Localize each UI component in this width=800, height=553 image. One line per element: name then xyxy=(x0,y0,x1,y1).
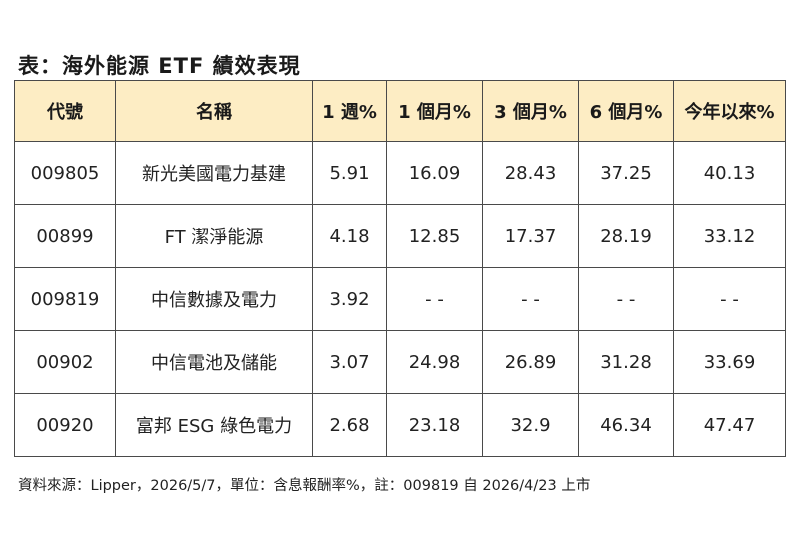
cell-name: FT 潔淨能源 xyxy=(115,204,313,268)
cell-3-month: 32.9 xyxy=(482,393,579,457)
table-title: 表：海外能源 ETF 績效表現 xyxy=(18,54,301,78)
table-row: 00899 FT 潔淨能源 4.18 12.85 17.37 28.19 33.… xyxy=(14,204,786,268)
cell-1-week: 3.07 xyxy=(312,330,387,394)
header-3-month: 3 個月% xyxy=(482,80,579,142)
cell-1-month: - - xyxy=(386,267,483,331)
cell-ytd: - - xyxy=(673,267,786,331)
cell-ytd: 33.12 xyxy=(673,204,786,268)
cell-6-month: 31.28 xyxy=(578,330,674,394)
cell-1-week: 4.18 xyxy=(312,204,387,268)
cell-ytd: 47.47 xyxy=(673,393,786,457)
cell-6-month: 46.34 xyxy=(578,393,674,457)
cell-1-week: 5.91 xyxy=(312,141,387,205)
cell-3-month: - - xyxy=(482,267,579,331)
table-row: 009819 中信數據及電力 3.92 - - - - - - - - xyxy=(14,267,786,331)
header-row: 代號 名稱 1 週% 1 個月% 3 個月% 6 個月% 今年以來% xyxy=(14,80,786,142)
table-row: 00920 富邦 ESG 綠色電力 2.68 23.18 32.9 46.34 … xyxy=(14,393,786,457)
cell-6-month: 37.25 xyxy=(578,141,674,205)
table-row: 00902 中信電池及儲能 3.07 24.98 26.89 31.28 33.… xyxy=(14,330,786,394)
cell-3-month: 26.89 xyxy=(482,330,579,394)
header-ytd: 今年以來% xyxy=(673,80,786,142)
header-6-month: 6 個月% xyxy=(578,80,674,142)
cell-1-month: 12.85 xyxy=(386,204,483,268)
cell-code: 00902 xyxy=(14,330,116,394)
header-1-week: 1 週% xyxy=(312,80,387,142)
cell-ytd: 40.13 xyxy=(673,141,786,205)
cell-1-month: 23.18 xyxy=(386,393,483,457)
cell-1-month: 24.98 xyxy=(386,330,483,394)
cell-name: 中信數據及電力 xyxy=(115,267,313,331)
cell-name: 新光美國電力基建 xyxy=(115,141,313,205)
cell-code: 00920 xyxy=(14,393,116,457)
header-code: 代號 xyxy=(14,80,116,142)
cell-6-month: - - xyxy=(578,267,674,331)
etf-performance-table: 代號 名稱 1 週% 1 個月% 3 個月% 6 個月% 今年以來% 00980… xyxy=(14,80,786,457)
cell-1-month: 16.09 xyxy=(386,141,483,205)
cell-3-month: 28.43 xyxy=(482,141,579,205)
cell-name: 中信電池及儲能 xyxy=(115,330,313,394)
table-row: 009805 新光美國電力基建 5.91 16.09 28.43 37.25 4… xyxy=(14,141,786,205)
source-note: 資料來源：Lipper，2026/5/7，單位：含息報酬率%，註：009819 … xyxy=(18,478,591,494)
cell-ytd: 33.69 xyxy=(673,330,786,394)
cell-code: 00899 xyxy=(14,204,116,268)
header-1-month: 1 個月% xyxy=(386,80,483,142)
cell-3-month: 17.37 xyxy=(482,204,579,268)
header-name: 名稱 xyxy=(115,80,313,142)
cell-name: 富邦 ESG 綠色電力 xyxy=(115,393,313,457)
cell-1-week: 3.92 xyxy=(312,267,387,331)
cell-6-month: 28.19 xyxy=(578,204,674,268)
cell-1-week: 2.68 xyxy=(312,393,387,457)
cell-code: 009805 xyxy=(14,141,116,205)
cell-code: 009819 xyxy=(14,267,116,331)
